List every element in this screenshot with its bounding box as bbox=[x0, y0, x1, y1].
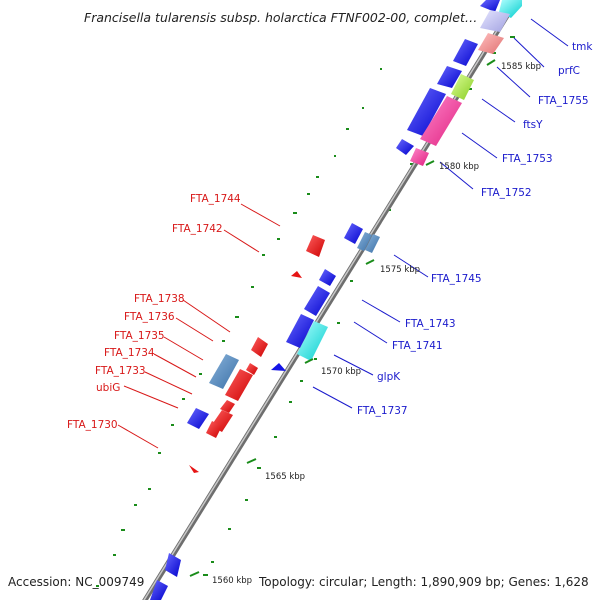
tick-label: 1570 kbp bbox=[321, 367, 361, 377]
gene-label[interactable]: FTA_1753 bbox=[502, 153, 553, 165]
page-title: Francisella tularensis subsp. holarctica… bbox=[84, 10, 477, 25]
gene-blue-b[interactable] bbox=[437, 66, 462, 88]
gene-label[interactable]: FTA_1735 bbox=[114, 330, 165, 342]
gene-FTA_1744[interactable] bbox=[306, 235, 325, 257]
right-leader-lines bbox=[312, 18, 569, 409]
gene-FTA_1734[interactable] bbox=[225, 369, 253, 401]
tick-label: 1560 kbp bbox=[212, 576, 252, 586]
gc-content-track bbox=[96, 36, 515, 587]
gene-label[interactable]: FTA_1745 bbox=[431, 273, 482, 285]
topology-text: Topology: circular; Length: 1,890,909 bp… bbox=[258, 575, 589, 589]
gene-label[interactable]: FTA_1733 bbox=[95, 365, 146, 377]
gene-lavender[interactable] bbox=[480, 10, 510, 32]
gene-label[interactable]: glpK bbox=[377, 371, 401, 383]
gene-prfC[interactable] bbox=[478, 33, 504, 54]
tick-label: 1585 kbp bbox=[501, 62, 541, 72]
gene-label[interactable]: FTA_1737 bbox=[357, 405, 408, 417]
tick-label: 1575 kbp bbox=[380, 265, 420, 275]
gene-FTA_1735[interactable] bbox=[246, 363, 258, 375]
gene-blue-bottom[interactable] bbox=[165, 553, 181, 577]
gene-FTA_1730[interactable] bbox=[187, 408, 209, 429]
gene-FTA_1733[interactable] bbox=[220, 400, 235, 413]
forward-strand-genes bbox=[150, 0, 522, 600]
gene-FTA_1755[interactable] bbox=[453, 39, 478, 66]
scale-tick-labels: 1585 kbp 1580 kbp 1575 kbp 1570 kbp 1565… bbox=[212, 62, 541, 586]
gene-label[interactable]: tmk bbox=[572, 41, 593, 53]
gene-label[interactable]: ftsY bbox=[523, 119, 543, 131]
gene-FTA_1745c[interactable] bbox=[365, 234, 380, 253]
gene-label[interactable]: FTA_1736 bbox=[124, 311, 175, 323]
footer: Accession: NC_009749 Topology: circular;… bbox=[8, 575, 589, 589]
gene-label[interactable]: FTA_1744 bbox=[190, 193, 241, 205]
gene-FTA_1730b[interactable] bbox=[206, 421, 222, 438]
gene-ftsY[interactable] bbox=[451, 74, 474, 100]
accession-text: Accession: NC_009749 bbox=[8, 575, 144, 589]
gene-FTA_1745[interactable] bbox=[344, 223, 363, 244]
tick-label: 1580 kbp bbox=[439, 162, 479, 172]
gene-label[interactable]: prfC bbox=[558, 65, 580, 77]
gene-red-small[interactable] bbox=[189, 465, 199, 473]
gene-FTA_1737[interactable] bbox=[271, 363, 286, 371]
gene-glpK[interactable] bbox=[297, 321, 328, 361]
gene-FTA_1752[interactable] bbox=[410, 148, 429, 166]
gene-label[interactable]: ubiG bbox=[96, 382, 120, 394]
gene-blue-d[interactable] bbox=[396, 139, 414, 155]
reverse-strand-genes bbox=[187, 235, 325, 473]
gene-label[interactable]: FTA_1730 bbox=[67, 419, 118, 431]
tick-label: 1565 kbp bbox=[265, 472, 305, 482]
gene-FTA_1736[interactable] bbox=[209, 354, 239, 389]
gene-label[interactable]: FTA_1742 bbox=[172, 223, 223, 235]
left-leader-lines bbox=[117, 203, 281, 449]
gene-FTA_1742[interactable] bbox=[291, 271, 302, 278]
gene-FTA_1741[interactable] bbox=[286, 314, 314, 348]
gene-FTA_1743[interactable] bbox=[304, 286, 330, 316]
gene-label[interactable]: FTA_1734 bbox=[104, 347, 155, 359]
gene-label[interactable]: FTA_1755 bbox=[538, 95, 589, 107]
right-gene-labels: tmk prfC FTA_1755 ftsY FTA_1753 FTA_1752… bbox=[357, 41, 593, 417]
gene-label[interactable]: FTA_1738 bbox=[134, 293, 185, 305]
left-gene-labels: FTA_1744 FTA_1742 FTA_1738 FTA_1736 FTA_… bbox=[67, 193, 241, 431]
gene-FTA_1753[interactable] bbox=[420, 96, 462, 146]
gene-prfC-partial[interactable] bbox=[480, 0, 500, 12]
gene-label[interactable]: FTA_1743 bbox=[405, 318, 456, 330]
gene-label[interactable]: FTA_1741 bbox=[392, 340, 443, 352]
gene-blue-bottom2[interactable] bbox=[150, 580, 168, 600]
gene-label[interactable]: FTA_1752 bbox=[481, 187, 532, 199]
gene-blue-c[interactable] bbox=[407, 88, 446, 136]
gene-FTA_1745b[interactable] bbox=[357, 232, 372, 251]
scale-tick-marks bbox=[189, 59, 496, 577]
gene-FTA_1738[interactable] bbox=[251, 337, 268, 357]
gene-FTA_1743a[interactable] bbox=[319, 269, 336, 286]
